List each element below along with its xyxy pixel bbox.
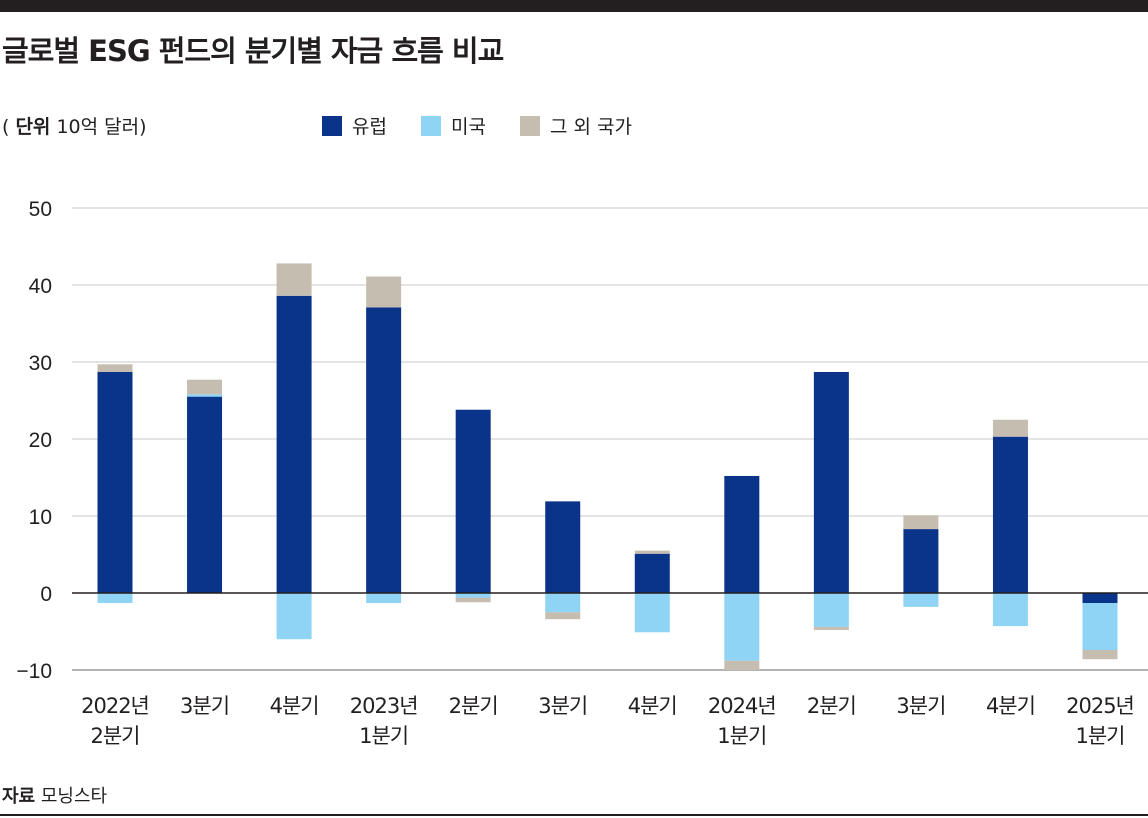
legend-swatch [519,115,540,136]
legend-swatch [322,115,342,136]
x-tick-label: 4분기 [270,694,319,718]
x-tick-label: 1분기 [717,724,766,748]
x-tick-label: 1분기 [1075,724,1124,748]
y-tick-label: −10 [16,660,52,683]
bar-segment [187,394,223,397]
bar-segment [634,593,670,633]
bar-segment [813,372,849,593]
legend-label: 유럽 [352,116,387,138]
bar-segment [545,593,581,613]
x-tick-label: 2분기 [449,694,498,718]
x-tick-label: 3분기 [180,694,229,718]
x-tick-label: 4분기 [986,694,1035,718]
legend-label: 그 외 국가 [549,116,632,138]
unit-label: ( 단위 10억 달러) [2,116,147,138]
legend-swatch [420,115,441,136]
y-tick-label: 10 [29,506,52,529]
bar-segment [97,372,133,593]
x-tick-label: 3분기 [896,694,945,718]
bar-segment [634,553,670,593]
bar-segment [366,307,402,593]
y-tick-label: 0 [40,583,52,606]
bar-segment [276,593,312,640]
x-tick-label: 3분기 [538,694,587,718]
bar-segment [903,593,939,607]
bar-segment [1082,649,1118,660]
bar-segment [276,263,312,296]
bar-segment [187,396,223,593]
bar-segment [813,593,849,627]
x-tick-label: 4분기 [628,694,677,718]
source-value: 모닝스타 [40,786,108,807]
bar-segment [366,276,402,308]
legend-item-other: 그 외 국가 [519,112,632,139]
bar-segment [903,529,939,593]
bar-segment [903,515,939,530]
bar-segment [724,593,760,661]
bar-segment [724,660,760,670]
y-tick-label: 30 [29,352,52,375]
legend-item-europe: 유럽 [322,112,387,139]
source-note: 자료 모닝스타 [2,782,107,808]
bar-segment [455,597,491,603]
bar-segment [187,379,223,395]
bar-segment [724,475,760,593]
bar-segment [545,612,581,620]
x-tick-label: 2분기 [90,724,139,748]
x-tick-label: 2023년 [350,694,418,718]
legend-item-us: 미국 [420,112,486,139]
legend-label: 미국 [450,116,486,138]
bottom-rule [0,814,1148,816]
bar-segment [1082,593,1118,604]
bar-segment [276,295,312,593]
bar-segment [813,626,849,630]
bar-segment [634,550,670,554]
bar-segment [992,419,1028,437]
x-tick-label: 2024년 [708,694,776,718]
chart-title: 글로벌 ESG 펀드의 분기별 자금 흐름 비교 [2,34,504,68]
x-tick-label: 1분기 [359,724,408,748]
unit-label-key: 단위 [15,116,51,138]
bar-segment [1082,603,1118,650]
unit-label-value: 10억 달러 [56,116,140,138]
y-tick-label: 40 [29,275,52,298]
bar-segment [366,593,402,604]
source-key: 자료 [2,786,36,807]
bar-segment [455,593,491,598]
legend: 유럽 미국 그 외 국가 [322,112,632,139]
x-tick-label: 2025년 [1066,694,1134,718]
bar-segment [992,436,1028,593]
bar-segment [992,593,1028,627]
bar-segment [97,593,133,604]
x-tick-label: 2분기 [807,694,856,718]
bar-segment [545,501,581,593]
x-tick-label: 2022년 [81,694,149,718]
bar-segment [455,409,491,593]
y-tick-label: 20 [29,429,52,452]
top-bar [0,0,1148,12]
bar-segment [97,364,133,373]
y-tick-label: 50 [29,198,52,221]
